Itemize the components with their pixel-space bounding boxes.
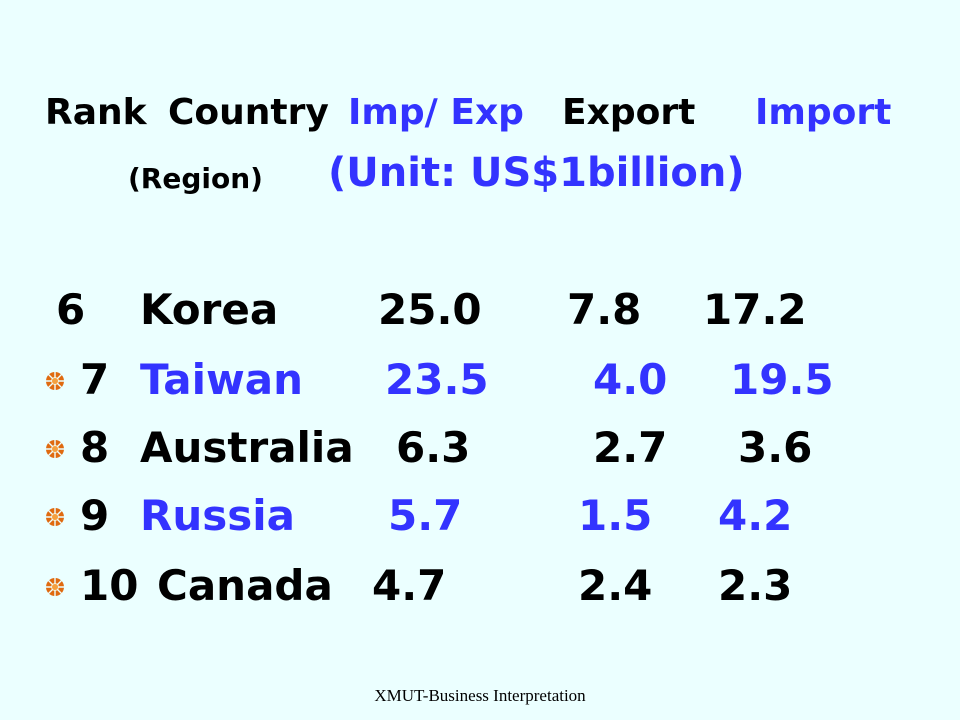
import-cell: 17.2 <box>703 285 807 334</box>
import-cell: 19.5 <box>730 355 834 404</box>
country-cell: Australia <box>140 423 354 472</box>
table-row: 7 Taiwan 23.5 4.0 19.5 <box>0 350 960 410</box>
gear-bullet-icon <box>45 439 65 459</box>
table-row: 10 Canada 4.7 2.4 2.3 <box>0 556 960 616</box>
header-unit: (Unit: US$1billion) <box>328 150 745 196</box>
total-cell: 4.7 <box>372 561 447 610</box>
country-cell: Korea <box>140 285 279 334</box>
export-cell: 2.4 <box>578 561 653 610</box>
rank-cell: 9 <box>80 491 110 540</box>
gear-bullet-icon <box>45 507 65 527</box>
export-cell: 4.0 <box>593 355 668 404</box>
export-cell: 7.8 <box>567 285 642 334</box>
header-imp-exp: Imp/ Exp <box>348 92 524 133</box>
export-cell: 1.5 <box>578 491 653 540</box>
import-cell: 2.3 <box>718 561 793 610</box>
rank-cell: 6 <box>56 285 86 334</box>
table-row: 6 Korea 25.0 7.8 17.2 <box>0 280 960 340</box>
table-row: 8 Australia 6.3 2.7 3.6 <box>0 418 960 478</box>
export-cell: 2.7 <box>593 423 668 472</box>
rank-cell: 10 <box>80 561 139 610</box>
import-cell: 4.2 <box>718 491 793 540</box>
gear-bullet-icon <box>45 577 65 597</box>
import-cell: 3.6 <box>738 423 813 472</box>
header-export: Export <box>562 92 696 133</box>
header-rank: Rank <box>45 92 147 133</box>
footer-text: XMUT-Business Interpretation <box>374 686 586 705</box>
header-region: (Region) <box>128 162 263 195</box>
table-row: 9 Russia 5.7 1.5 4.2 <box>0 486 960 546</box>
rank-cell: 8 <box>80 423 110 472</box>
rank-cell: 7 <box>80 355 110 404</box>
total-cell: 25.0 <box>378 285 482 334</box>
header-import: Import <box>755 92 892 133</box>
total-cell: 23.5 <box>385 355 489 404</box>
total-cell: 6.3 <box>396 423 471 472</box>
country-cell: Taiwan <box>140 355 304 404</box>
country-cell: Canada <box>157 561 333 610</box>
total-cell: 5.7 <box>388 491 463 540</box>
country-cell: Russia <box>140 491 295 540</box>
header-country: Country <box>168 92 329 133</box>
gear-bullet-icon <box>45 371 65 391</box>
